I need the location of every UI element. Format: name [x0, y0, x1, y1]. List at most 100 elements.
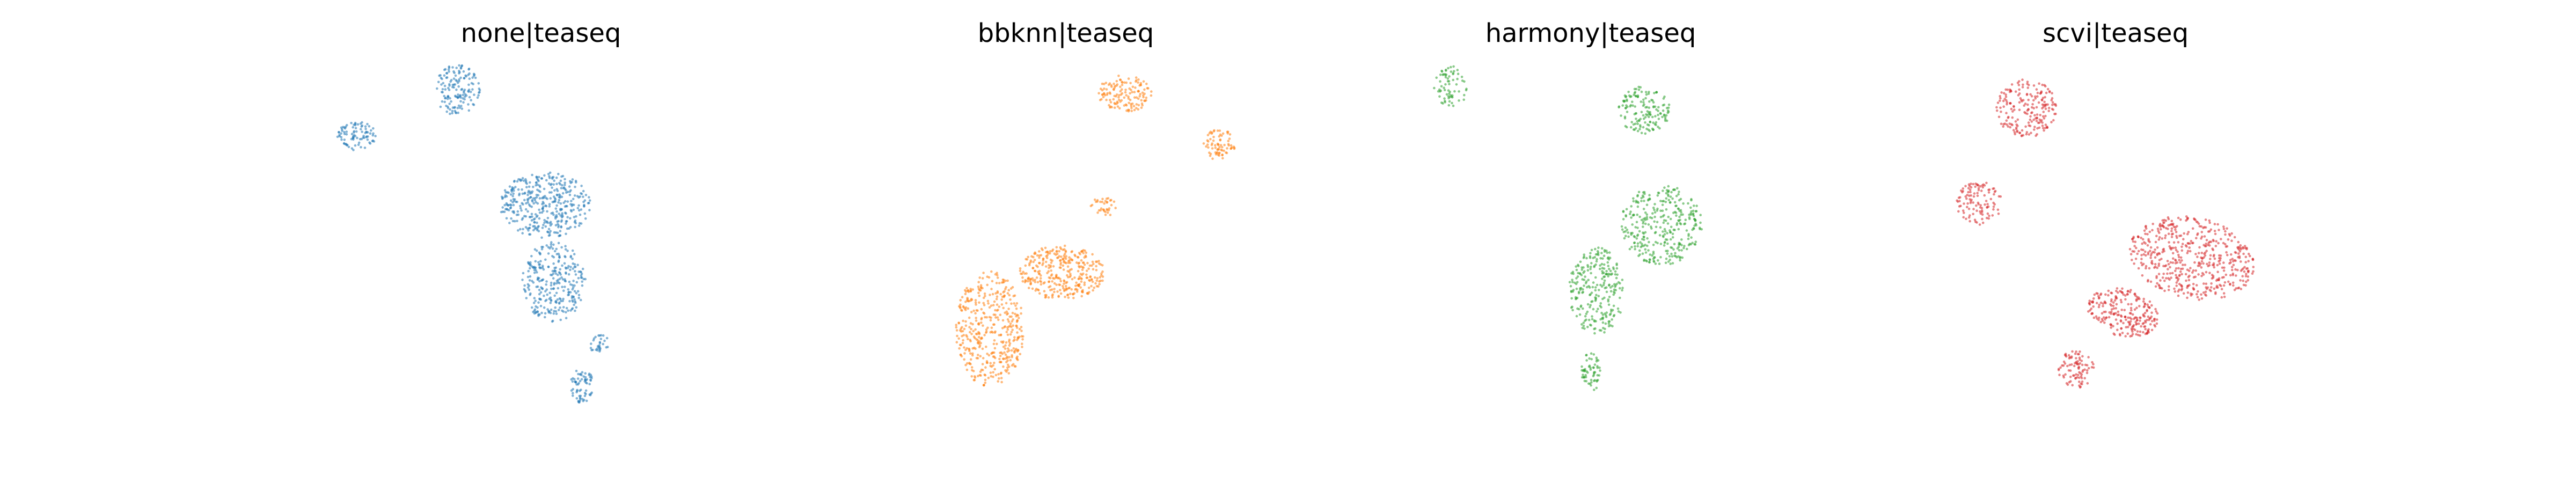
scatter-point [2158, 223, 2162, 225]
scatter-point [2126, 332, 2129, 335]
scatter-point [1448, 90, 1451, 93]
scatter-point [2146, 332, 2149, 335]
scatter-point [1599, 304, 1601, 308]
scatter-point [2095, 292, 2098, 295]
scatter-point [1443, 89, 1446, 91]
scatter-point [2030, 120, 2033, 123]
scatter-point [587, 202, 590, 204]
scatter-point [550, 243, 553, 246]
scatter-point [970, 366, 974, 369]
scatter-point [2224, 243, 2227, 246]
scatter-point [1207, 140, 1210, 143]
scatter-point [1219, 144, 1223, 147]
scatter-point [2083, 368, 2086, 371]
scatter-point [1014, 365, 1017, 368]
scatter-point [1438, 95, 1441, 98]
scatter-point [544, 316, 546, 319]
scatter-point [2033, 126, 2036, 128]
scatter-point [539, 305, 543, 308]
scatter-point [2247, 269, 2250, 273]
scatter-point [1590, 272, 1592, 275]
scatter-point [1616, 273, 1619, 276]
scatter-point [2180, 245, 2183, 248]
scatter-point [1612, 304, 1615, 308]
scatter-point [1452, 65, 1455, 68]
scatter-point [2131, 334, 2133, 338]
scatter-point [996, 295, 999, 298]
scatter-point [1636, 195, 1639, 197]
scatter-point [977, 322, 980, 325]
scatter-point [1647, 249, 1650, 252]
scatter-point [584, 379, 587, 382]
scatter-point [1097, 285, 1100, 288]
scatter-point [1650, 217, 1653, 219]
scatter-point [1988, 188, 1991, 191]
scatter-point [985, 328, 988, 331]
scatter-point [1010, 315, 1013, 318]
scatter-point [963, 307, 967, 310]
scatter-point [1583, 270, 1586, 273]
scatter-point [1102, 208, 1105, 211]
scatter-point [971, 352, 974, 355]
scatter-point [1038, 262, 1041, 265]
scatter-point [2164, 264, 2168, 267]
scatter-point [2145, 254, 2147, 257]
scatter-point [2133, 308, 2136, 311]
scatter-point [1596, 367, 1599, 369]
scatter-point [1020, 306, 1022, 310]
scatter-point [1085, 251, 1088, 254]
scatter-point [526, 286, 530, 289]
scatter-point [2229, 274, 2232, 277]
scatter-point [2156, 228, 2160, 230]
scatter-point [2167, 268, 2169, 270]
scatter-point [2230, 253, 2233, 256]
scatter-point [2110, 310, 2113, 313]
scatter-point [449, 97, 451, 100]
scatter-point [2176, 250, 2179, 253]
scatter-point [516, 180, 519, 183]
scatter-point [1106, 211, 1109, 214]
scatter-point [2239, 244, 2242, 247]
scatter-point [1659, 243, 1663, 245]
scatter-point [2080, 360, 2083, 362]
scatter-point [521, 218, 524, 221]
scatter-point [1038, 256, 1041, 259]
scatter-point [2104, 318, 2106, 321]
scatter-point [1587, 318, 1591, 321]
scatter-point [2155, 318, 2158, 321]
scatter-point [2216, 270, 2219, 274]
scatter-point [2147, 279, 2149, 282]
scatter-point [513, 211, 515, 214]
scatter-point [1639, 124, 1642, 127]
scatter-point [1019, 269, 1022, 272]
scatter-point [2161, 219, 2164, 222]
scatter-point [549, 273, 552, 276]
scatter-point [1120, 99, 1123, 102]
scatter-point [441, 88, 444, 91]
scatter-point [1671, 262, 1674, 265]
scatter-point [1142, 80, 1145, 83]
scatter-point [1022, 270, 1024, 274]
scatter-point [2116, 322, 2119, 325]
scatter-point [1648, 194, 1651, 197]
scatter-point [1632, 200, 1635, 203]
scatter-point [998, 357, 1001, 361]
scatter-point [1970, 182, 1972, 185]
scatter-point [1094, 200, 1097, 203]
scatter-point [552, 272, 555, 275]
scatter-point [1651, 254, 1653, 257]
scatter-point [2091, 301, 2094, 304]
scatter-point [538, 298, 541, 301]
scatter-point [994, 374, 998, 377]
scatter-point [561, 264, 564, 267]
scatter-point [552, 243, 555, 246]
scatter-point [2120, 309, 2123, 311]
scatter-point [1457, 72, 1460, 75]
scatter-point [1644, 231, 1647, 234]
scatter-point [1116, 101, 1119, 104]
scatter-point [1589, 293, 1592, 296]
scatter-point [473, 93, 475, 96]
scatter-point [529, 181, 531, 184]
scatter-point [1128, 101, 1130, 105]
scatter-point [1594, 320, 1597, 323]
